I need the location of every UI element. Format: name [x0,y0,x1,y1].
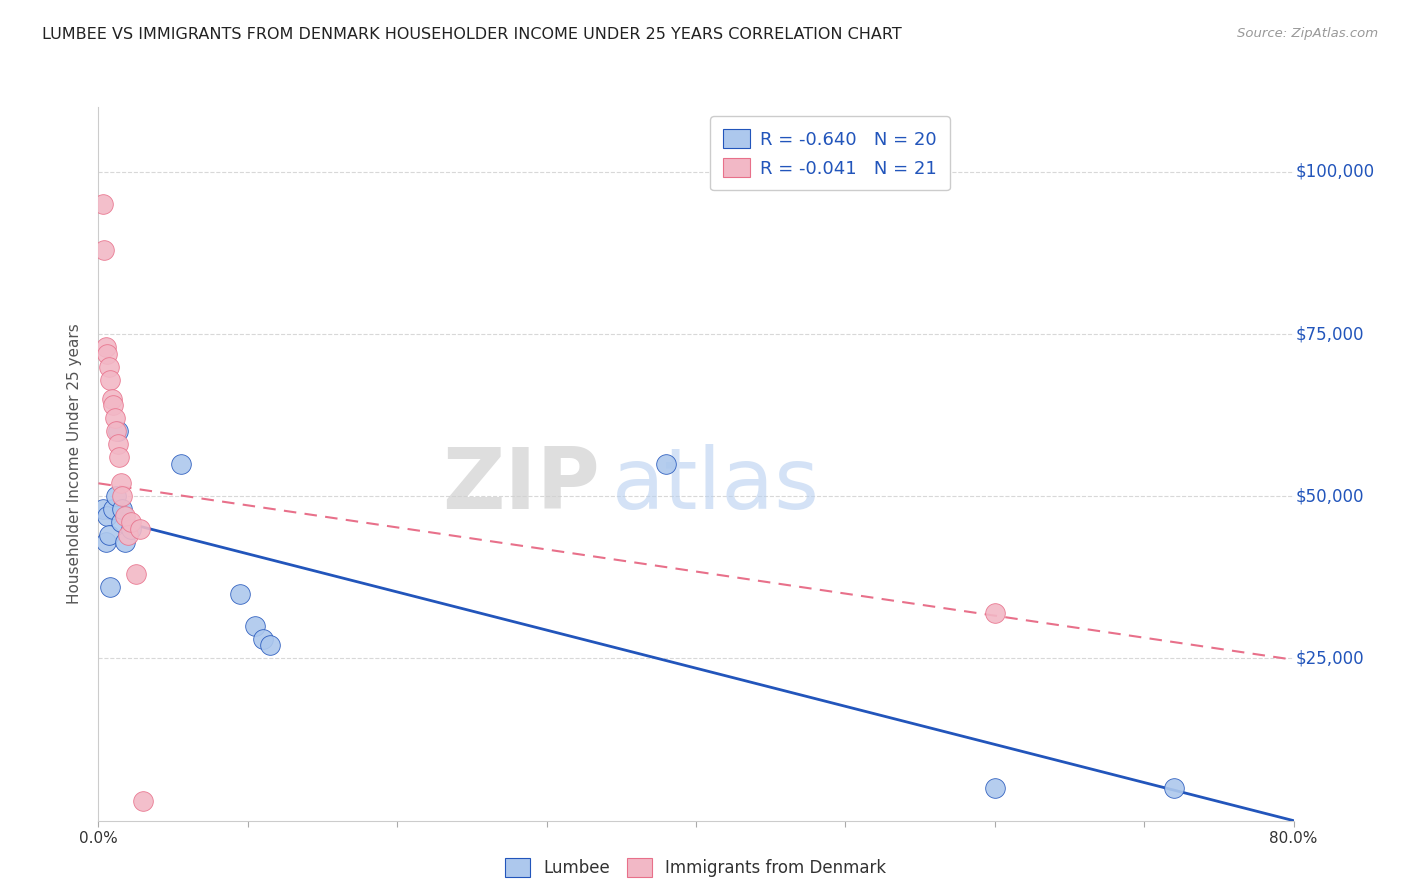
Point [169,457,191,471]
Point [94,534,117,549]
Text: ZIP: ZIP [443,443,600,527]
Point [125,567,148,582]
Point [96,508,118,523]
Point [105,489,128,503]
Point [97,528,120,542]
Point [98,580,122,594]
Point [983,781,1005,796]
Point [120,515,142,529]
Point [103,502,125,516]
Point [111,502,134,516]
Point [98,372,122,386]
Text: $75,000: $75,000 [1296,325,1364,343]
Point [252,632,274,646]
Point [132,794,155,808]
Point [93,243,115,257]
Point [110,476,132,491]
Point [96,346,118,360]
Point [114,534,136,549]
Text: LUMBEE VS IMMIGRANTS FROM DENMARK HOUSEHOLDER INCOME UNDER 25 YEARS CORRELATION : LUMBEE VS IMMIGRANTS FROM DENMARK HOUSEH… [42,27,901,42]
Point [104,411,127,425]
Text: $50,000: $50,000 [1296,487,1364,505]
Legend: Lumbee, Immigrants from Denmark: Lumbee, Immigrants from Denmark [499,852,893,884]
Y-axis label: Householder Income Under 25 years: Householder Income Under 25 years [67,324,83,604]
Point [108,450,131,465]
Point [655,457,678,471]
Point [103,399,125,413]
Text: $100,000: $100,000 [1296,163,1375,181]
Text: Source: ZipAtlas.com: Source: ZipAtlas.com [1237,27,1378,40]
Point [245,619,267,633]
Point [101,392,124,406]
Point [97,359,120,374]
Point [259,639,281,653]
Point [983,606,1005,620]
Point [91,502,114,516]
Point [110,515,132,529]
Point [105,425,128,439]
Point [111,489,134,503]
Text: atlas: atlas [612,443,820,527]
Point [229,586,252,600]
Point [120,522,142,536]
Point [117,528,139,542]
Point [94,340,117,354]
Point [107,425,129,439]
Point [107,437,129,451]
Point [1163,781,1185,796]
Point [114,508,136,523]
Point [129,522,152,536]
Text: $25,000: $25,000 [1296,649,1365,667]
Point [91,197,114,211]
